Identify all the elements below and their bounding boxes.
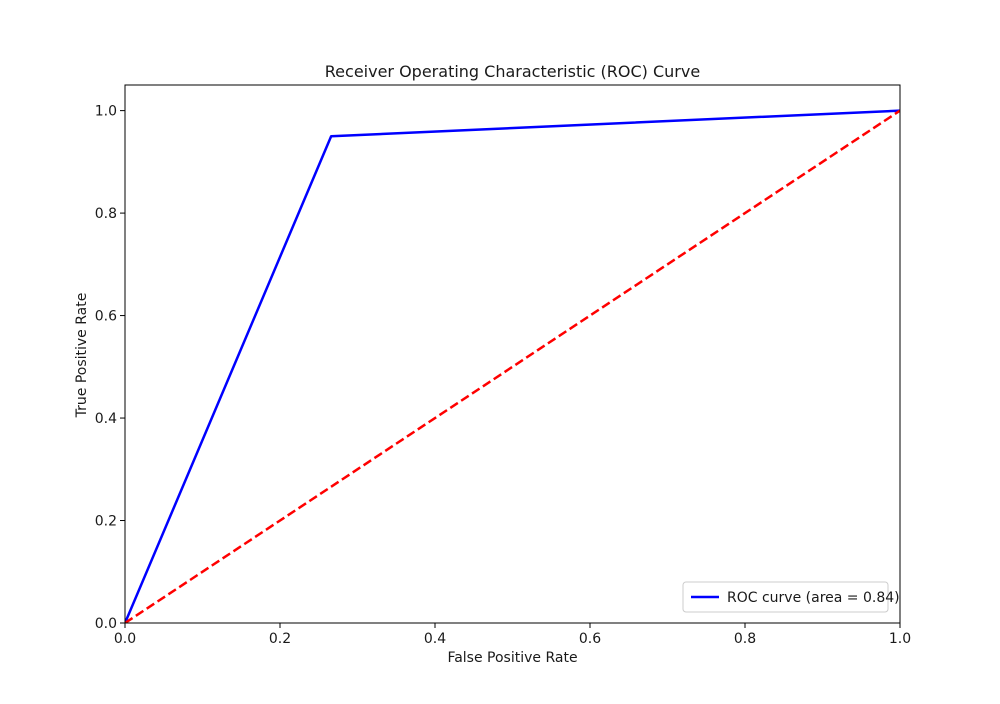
y-tick-label: 0.8 [95,206,117,222]
y-tick-label: 0.4 [95,411,117,427]
plot-area: 0.0 0.2 0.4 0.6 0.8 1.0 0.0 0.2 0.4 0.6 0.8 1.0 [95,84,911,647]
x-tick-label: 0.2 [269,631,291,647]
y-tick-label: 0.2 [95,514,117,530]
y-tick-label: 0.6 [95,309,117,325]
roc-curve-line [125,109,900,623]
x-axis-label: False Positive Rate [447,650,577,666]
y-tick-label: 1.0 [95,104,117,120]
x-tick-label: 0.8 [734,631,756,647]
chance-diagonal-line [125,109,900,623]
x-tick-label: 0.6 [579,631,601,647]
x-tick-label: 0.4 [424,631,446,647]
y-axis-label: True Positive Rate [74,293,90,419]
chart-title: Receiver Operating Characteristic (ROC) … [325,62,700,81]
x-tick-label: 1.0 [889,631,911,647]
axes-frame [124,84,901,624]
x-tick-label: 0.0 [114,631,136,647]
legend-box [682,581,889,613]
y-tick-label: 0.0 [95,616,117,632]
legend-label: ROC curve (area = 0.84) [727,590,900,606]
legend: ROC curve (area = 0.84) [682,581,900,613]
